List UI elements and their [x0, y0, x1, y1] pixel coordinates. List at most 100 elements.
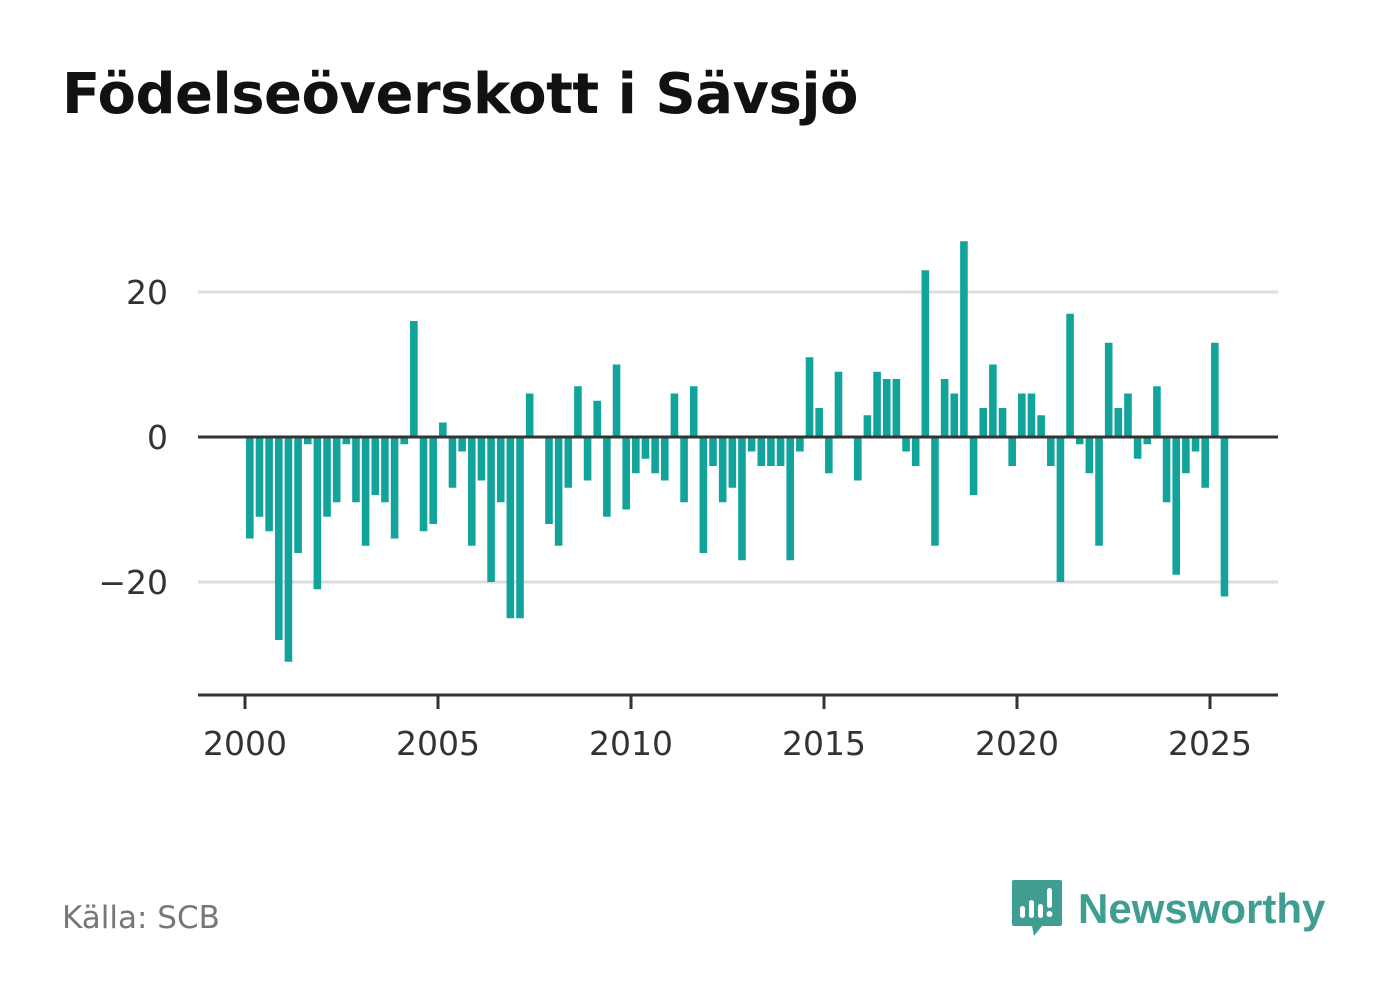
- bar: [1095, 437, 1103, 546]
- bar: [467, 437, 476, 546]
- bar: [332, 437, 341, 503]
- bar: [1114, 408, 1123, 437]
- bar: [342, 437, 351, 445]
- bar: [400, 437, 409, 445]
- bar: [361, 437, 370, 546]
- bar: [371, 437, 380, 495]
- gridlines: [198, 290, 1278, 584]
- bar: [786, 437, 795, 561]
- bars: [246, 241, 1229, 662]
- bar: [1124, 393, 1132, 437]
- bar: [564, 437, 573, 488]
- bar: [294, 437, 302, 553]
- bar: [1008, 437, 1016, 466]
- bar: [516, 437, 524, 619]
- source-credit: Källa: SCB: [62, 900, 220, 936]
- x-tick-label: 2000: [203, 724, 287, 763]
- bar: [892, 379, 901, 437]
- bar: [1143, 437, 1152, 445]
- bar: [1211, 342, 1219, 437]
- bar: [680, 437, 688, 503]
- bar: [873, 371, 881, 437]
- bar: [689, 386, 698, 437]
- bar: [902, 437, 910, 452]
- bar: [960, 241, 968, 437]
- bar: [381, 437, 389, 503]
- bar: [757, 437, 766, 466]
- bar: [265, 437, 273, 532]
- bar: [921, 270, 930, 437]
- bar: [1162, 437, 1171, 503]
- bar: [1046, 437, 1055, 466]
- bar: [246, 437, 254, 539]
- bar: [1172, 437, 1181, 575]
- bar: [834, 371, 843, 437]
- bar: [313, 437, 322, 590]
- bar: [303, 437, 312, 445]
- bar: [709, 437, 717, 466]
- bar: [853, 437, 862, 481]
- bar: [882, 379, 891, 437]
- y-tick-label: 20: [126, 273, 168, 312]
- bar: [419, 437, 428, 532]
- bar: [911, 437, 920, 466]
- bar: [545, 437, 553, 524]
- bar: [1037, 415, 1045, 437]
- bar: [632, 437, 640, 474]
- bar: [477, 437, 486, 481]
- bar: [390, 437, 399, 539]
- bar: [718, 437, 727, 503]
- bar: [1056, 437, 1065, 582]
- x-tick-label: 2015: [782, 724, 866, 763]
- brand-name: Newsworthy: [1078, 885, 1326, 932]
- bar: [439, 422, 447, 437]
- bar: [805, 357, 814, 437]
- newsworthy-chart-bubble-icon: [1012, 880, 1062, 936]
- bar: [255, 437, 264, 517]
- bar: [641, 437, 650, 459]
- bar: [989, 364, 997, 437]
- bar: [284, 437, 293, 662]
- bar: [1191, 437, 1200, 452]
- x-tick-label: 2025: [1168, 724, 1252, 763]
- bar: [699, 437, 708, 553]
- bar: [1153, 386, 1161, 437]
- bar: [323, 437, 331, 517]
- bar: [1027, 393, 1036, 437]
- bar: [1075, 437, 1084, 445]
- bar: [796, 437, 804, 452]
- bar: [1201, 437, 1209, 488]
- bar: [728, 437, 737, 488]
- bar: [747, 437, 756, 452]
- bar: [1018, 393, 1026, 437]
- bar: [448, 437, 457, 488]
- axes: 20 0 −20 2000 2005 2010 2015 2020 2025: [98, 273, 1278, 763]
- bar: [496, 437, 505, 503]
- bar: [1133, 437, 1142, 459]
- newsworthy-logo: Newsworthy: [1010, 878, 1325, 940]
- bar: [969, 437, 978, 495]
- x-tick-label: 2010: [589, 724, 673, 763]
- bar: [583, 437, 592, 481]
- bar: [931, 437, 939, 546]
- bar: [1085, 437, 1094, 474]
- bar: [593, 400, 602, 437]
- bar: [950, 393, 959, 437]
- bar: [506, 437, 515, 619]
- chart-title: Födelseöverskott i Sävsjö: [62, 62, 859, 127]
- bar: [410, 321, 418, 437]
- bar: [660, 437, 669, 481]
- bar: [825, 437, 833, 474]
- bar: [940, 379, 949, 437]
- bar: [979, 408, 988, 437]
- bar: [487, 437, 495, 582]
- bar: [1104, 342, 1113, 437]
- bar: [574, 386, 582, 437]
- bar: [776, 437, 785, 466]
- bar: [670, 393, 679, 437]
- bar: [815, 408, 823, 437]
- y-tick-label: −20: [98, 563, 168, 602]
- bar: [274, 437, 283, 640]
- bar: [525, 393, 534, 437]
- bar: [1182, 437, 1190, 474]
